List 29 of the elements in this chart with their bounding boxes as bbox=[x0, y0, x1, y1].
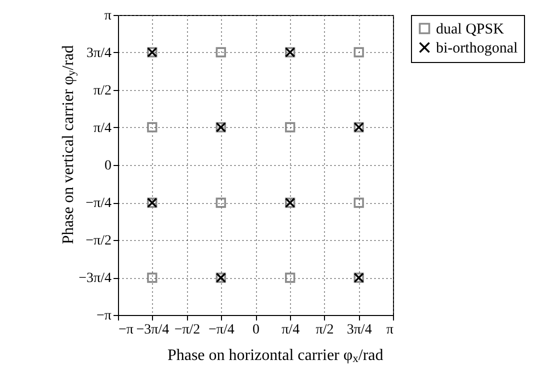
x-tick-label: π bbox=[386, 322, 394, 338]
point bbox=[147, 272, 158, 283]
point bbox=[216, 198, 226, 208]
point bbox=[354, 47, 364, 58]
y-tick-label: 0 bbox=[104, 158, 112, 174]
point bbox=[285, 122, 296, 132]
x-tick-label: 0 bbox=[252, 322, 260, 338]
point bbox=[147, 122, 158, 132]
y-tick-label: π/4 bbox=[94, 120, 112, 136]
x-tick-label: π/4 bbox=[282, 322, 300, 338]
y-tick-label: 3π/4 bbox=[86, 46, 112, 61]
point bbox=[354, 198, 364, 208]
x-tick-label: π/2 bbox=[316, 322, 334, 338]
legend-label: bi-orthogonal bbox=[436, 40, 518, 56]
x-tick-label: −π/4 bbox=[208, 322, 234, 338]
y-tick-label: −3π/4 bbox=[78, 271, 112, 286]
y-tick-label: π/2 bbox=[94, 84, 112, 98]
y-tick-label: π bbox=[104, 8, 112, 24]
y-axis-title: Phase on vertical carrier φy/rad bbox=[60, 45, 78, 244]
y-tick-label: −π/4 bbox=[86, 196, 112, 212]
x-tick-label: −π bbox=[118, 322, 134, 338]
x-tick-label: −π/2 bbox=[174, 322, 200, 338]
y-tick-label: −π bbox=[96, 308, 112, 324]
legend-label: dual QPSK bbox=[436, 22, 504, 38]
y-tick-label: −π/2 bbox=[86, 234, 112, 248]
point bbox=[216, 47, 226, 58]
x-tick-label: 3π/4 bbox=[346, 322, 372, 338]
x-tick-label: −3π/4 bbox=[136, 322, 170, 338]
point bbox=[285, 272, 296, 283]
